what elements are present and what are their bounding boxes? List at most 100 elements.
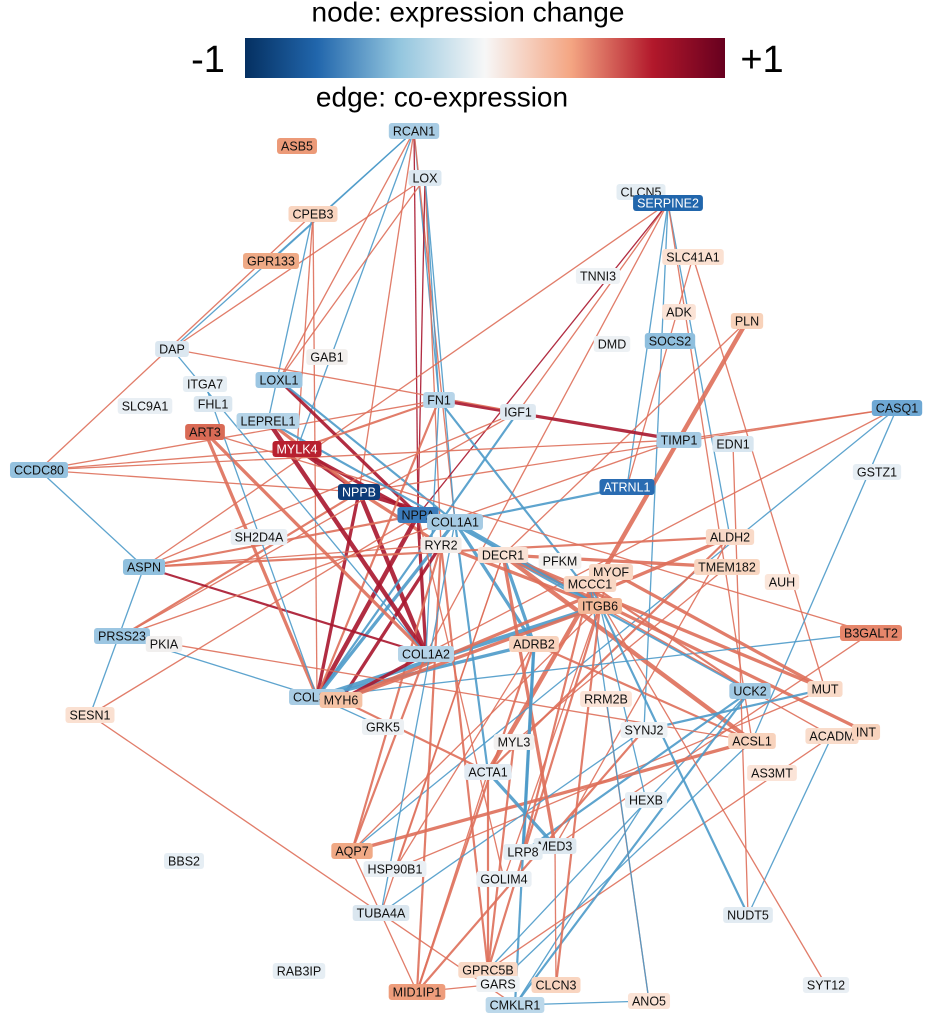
node: ATRNL1 xyxy=(599,479,655,495)
edge xyxy=(339,544,443,701)
node-box xyxy=(485,997,545,1013)
node-box xyxy=(423,392,455,408)
node: GPR133 xyxy=(243,253,299,269)
node-box xyxy=(840,625,902,641)
node-box xyxy=(807,681,843,697)
node-label: GOLIM4 xyxy=(480,872,527,886)
node-label: LOX xyxy=(412,171,438,185)
node: AS3MT xyxy=(747,765,797,781)
edge xyxy=(358,130,415,493)
node-box xyxy=(563,576,617,592)
node-label: ALDH2 xyxy=(710,530,750,544)
node-box xyxy=(476,871,532,887)
node-label: MID1IP1 xyxy=(393,985,442,999)
node: AUH xyxy=(764,574,800,590)
edge xyxy=(416,514,428,655)
node-label: ART3 xyxy=(189,425,221,439)
node-label: GRK5 xyxy=(366,720,400,734)
edge xyxy=(554,845,557,986)
edge xyxy=(38,469,145,568)
nodes: RCAN1ASB5LOXCPEB3CLCN5SERPINE2SLC41A1TNN… xyxy=(9,123,923,1013)
node-box xyxy=(802,977,850,993)
node-label: ACTA1 xyxy=(468,765,507,779)
node-label: GARS xyxy=(480,977,515,991)
node: MID1IP1 xyxy=(388,984,446,1000)
node: MYLK4 xyxy=(272,441,322,457)
node-label: ASB5 xyxy=(281,139,313,153)
edge xyxy=(589,583,827,986)
node-box xyxy=(277,138,317,154)
edge xyxy=(143,202,669,568)
node: TMEM182 xyxy=(694,559,760,575)
node: IGF1 xyxy=(500,404,536,420)
node-label: PFKM xyxy=(543,554,578,568)
node-label: NPPA xyxy=(401,508,435,522)
node: MYOF xyxy=(588,564,634,580)
node-box xyxy=(288,206,338,222)
edge xyxy=(440,543,601,608)
edge xyxy=(171,348,519,413)
edge xyxy=(416,771,489,993)
node-label: SH2D4A xyxy=(235,530,284,544)
node-label: SYNJ2 xyxy=(625,723,664,737)
node-box xyxy=(94,628,150,644)
edge xyxy=(732,443,749,916)
node-label: NUDT5 xyxy=(727,908,769,922)
node: EDN1 xyxy=(712,436,754,452)
node: CCDC80 xyxy=(9,462,69,478)
node-label: ITGA7 xyxy=(187,377,223,391)
node-box xyxy=(65,707,115,723)
edge xyxy=(203,431,319,698)
node-box xyxy=(230,529,288,545)
node-box xyxy=(723,907,773,923)
node-box xyxy=(193,396,233,412)
node-box xyxy=(730,313,764,329)
node-box xyxy=(694,559,760,575)
node-box xyxy=(580,691,632,707)
node: CMKLR1 xyxy=(485,997,545,1013)
node-label: CMKLR1 xyxy=(490,998,541,1012)
node-box xyxy=(538,553,582,569)
node: RAB3IP xyxy=(272,963,326,979)
node-box xyxy=(705,529,755,545)
node-box xyxy=(477,547,529,563)
edge xyxy=(425,202,669,655)
node-label: MUT xyxy=(811,682,838,696)
node-label: SLC9A1 xyxy=(122,399,169,413)
node: GARS xyxy=(476,976,520,992)
node-box xyxy=(388,123,440,139)
node: RYR2 xyxy=(420,537,462,553)
edge xyxy=(315,491,361,698)
node-label: AS3MT xyxy=(751,766,793,780)
node-box xyxy=(185,424,225,440)
node-label: AQP7 xyxy=(335,844,368,858)
edge xyxy=(121,491,360,637)
node: TIMP1 xyxy=(656,432,702,448)
node-label: CCDC80 xyxy=(14,463,64,477)
node-box xyxy=(728,733,776,749)
edge xyxy=(89,514,419,716)
node-label: GAB1 xyxy=(310,350,343,364)
node: SLC9A1 xyxy=(117,398,173,414)
node-box xyxy=(427,514,483,530)
node-label: MYLK4 xyxy=(277,442,318,456)
node: DMD xyxy=(593,336,631,352)
node-label: SOCS2 xyxy=(649,334,691,348)
node: SOCS2 xyxy=(644,333,696,349)
node-box xyxy=(361,719,405,735)
node-label: SESN1 xyxy=(70,708,111,722)
node-label: ADK xyxy=(666,305,692,319)
node-label: ANO5 xyxy=(632,994,666,1008)
node-box xyxy=(145,636,183,652)
node: HEXB xyxy=(624,792,668,808)
edge xyxy=(296,213,314,450)
colorbar-max: +1 xyxy=(740,39,783,81)
node-box xyxy=(363,861,427,877)
edge xyxy=(554,605,602,986)
node-box xyxy=(272,963,326,979)
node-box xyxy=(620,722,668,738)
edge xyxy=(425,407,898,655)
edge xyxy=(521,583,592,853)
node-box xyxy=(337,484,381,500)
